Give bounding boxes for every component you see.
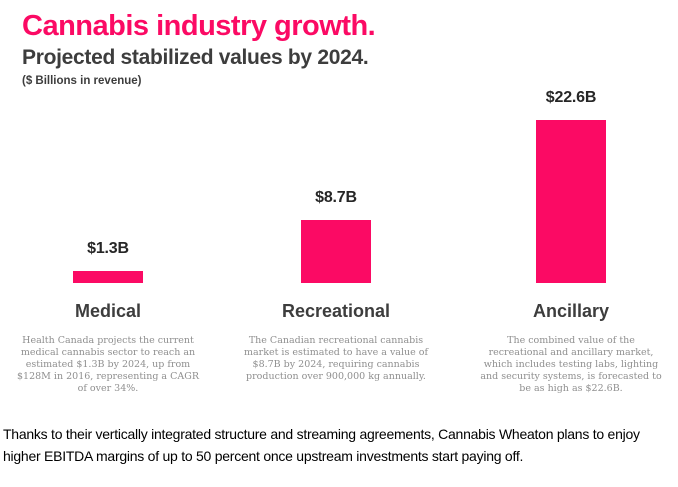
bar-medical bbox=[73, 271, 143, 283]
description-medical: Health Canada projects the current medic… bbox=[17, 335, 199, 394]
bar-ancillary bbox=[536, 120, 606, 283]
value-label-ancillary: $22.6B bbox=[545, 89, 597, 106]
page-subtitle: Projected stabilized values by 2024. bbox=[22, 45, 369, 69]
bar-chart: $1.3B Medical Health Canada projects the… bbox=[3, 0, 676, 394]
description-recreational: The Canadian recreational cannabis marke… bbox=[243, 335, 429, 382]
bar-recreational bbox=[301, 220, 371, 283]
value-label-medical: $1.3B bbox=[87, 240, 129, 257]
footer-caption: Thanks to their vertically integrated st… bbox=[3, 426, 640, 464]
category-label-recreational: Recreational bbox=[281, 301, 391, 321]
description-ancillary: The combined value of the recreational a… bbox=[480, 335, 662, 394]
chart-header: Cannabis industry growth. Projected stab… bbox=[22, 10, 376, 87]
bar-zone: $8.7B bbox=[231, 0, 441, 283]
chart-column-ancillary: $22.6B Ancillary The combined value of t… bbox=[466, 0, 676, 394]
chart-column-recreational: $8.7B Recreational The Canadian recreati… bbox=[231, 0, 441, 383]
category-label-medical: Medical bbox=[74, 301, 142, 321]
chart-column-medical: $1.3B Medical Health Canada projects the… bbox=[3, 0, 213, 394]
unit-note: ($ Billions in revenue) bbox=[22, 74, 142, 87]
bar-zone: $22.6B bbox=[466, 0, 676, 283]
value-label-recreational: $8.7B bbox=[315, 189, 357, 206]
bar-zone: $1.3B bbox=[3, 0, 213, 283]
page-title: Cannabis industry growth. bbox=[22, 10, 376, 42]
category-label-ancillary: Ancillary bbox=[532, 301, 610, 321]
